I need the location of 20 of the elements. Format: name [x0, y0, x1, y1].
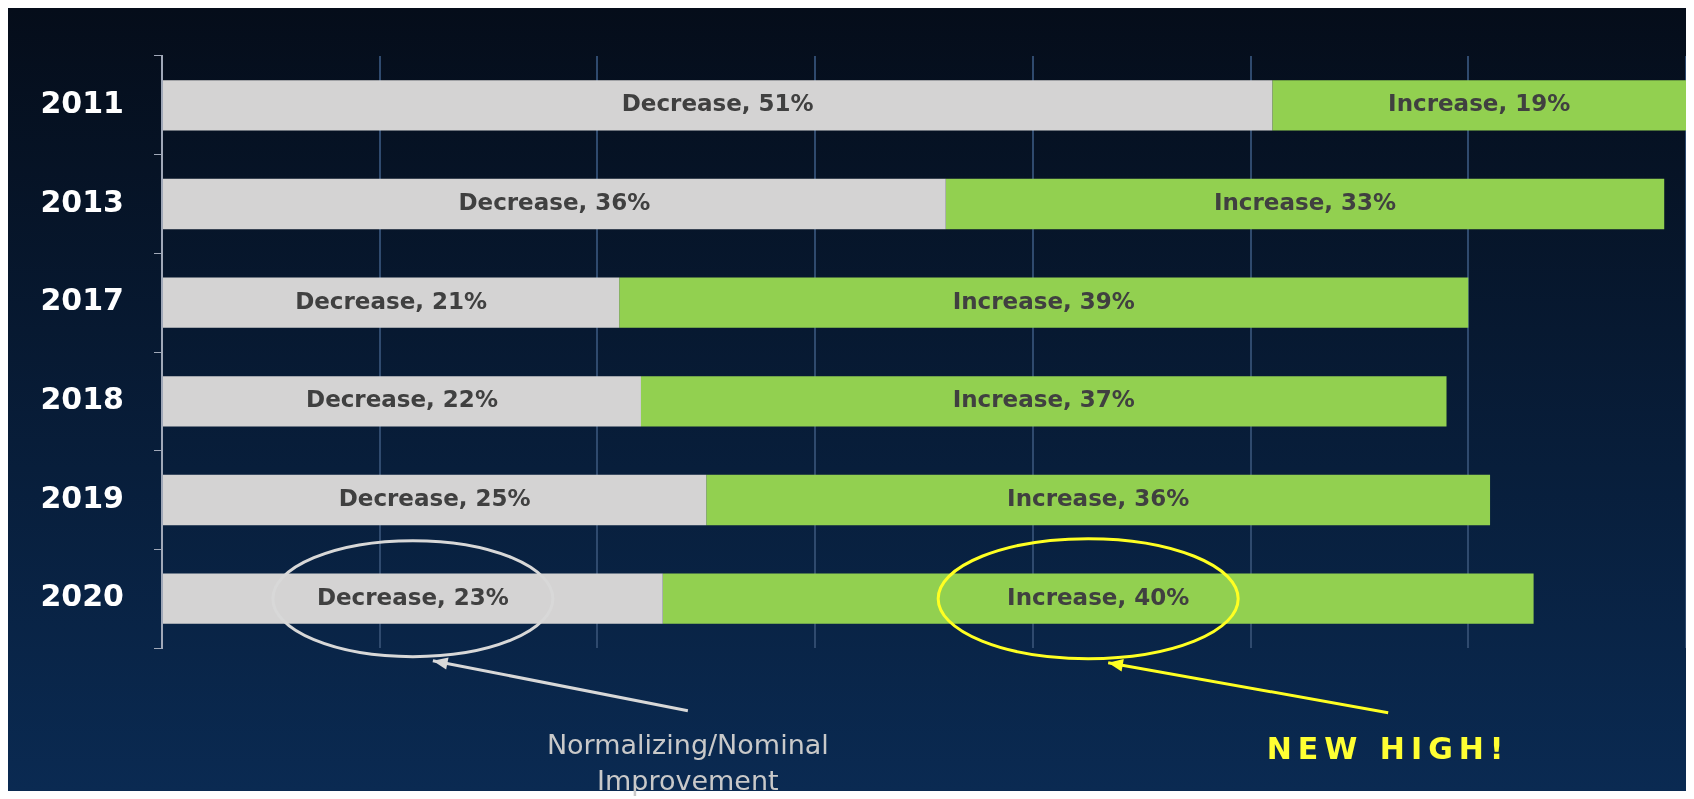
text: NEW HIGH! [1265, 729, 1511, 768]
y-tick-label: 2018 [40, 381, 124, 417]
y-tick-label: 2011 [40, 85, 124, 121]
data-label: Increase, 33% [1213, 188, 1397, 215]
data-label: Decrease, 21% [295, 287, 488, 314]
text: Normalizing/Nominal Improvement [545, 727, 830, 799]
data-label: Decrease, 23% [316, 583, 509, 610]
data-label: Decrease, 36% [458, 188, 651, 215]
y-tick-label: 2017 [40, 282, 124, 318]
data-label: Increase, 39% [952, 287, 1135, 314]
data-label: Increase, 40% [1007, 583, 1190, 610]
y-tick-label: 2020 [40, 578, 124, 614]
data-label: Decrease, 25% [338, 484, 531, 511]
data-label: Increase, 36% [1007, 484, 1190, 511]
data-label: Increase, 37% [952, 386, 1135, 413]
data-label: Decrease, 22% [306, 386, 498, 413]
y-tick-label: 2013 [40, 183, 124, 219]
data-label: Increase, 19% [1388, 90, 1571, 117]
y-tick-label: 2019 [40, 479, 124, 515]
data-label: Decrease, 51% [621, 90, 814, 117]
